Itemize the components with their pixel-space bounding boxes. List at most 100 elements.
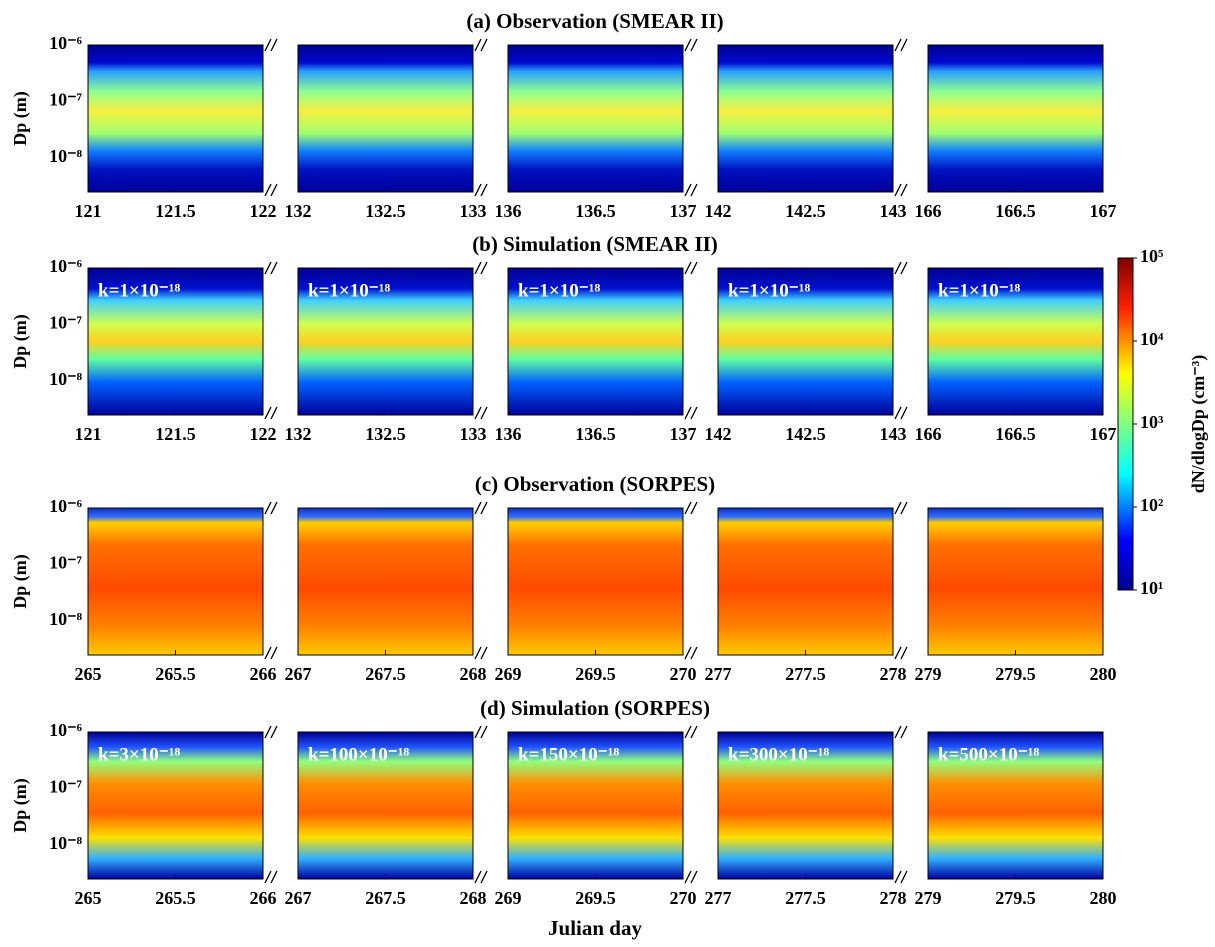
- x-tick-label: 277.5: [785, 888, 826, 908]
- x-tick-label: 167: [1090, 201, 1117, 221]
- x-tick-label: 269: [495, 664, 522, 684]
- x-tick-label: 279.5: [995, 888, 1036, 908]
- colorbar-tick-label: 10²: [1140, 495, 1163, 515]
- heatmap: [718, 268, 893, 415]
- x-tick-label: 268: [460, 664, 487, 684]
- axis-break: [900, 870, 908, 884]
- colorbar-tick-label: 10³: [1140, 412, 1164, 432]
- axis-break: [684, 725, 692, 739]
- x-tick-label: 132.5: [365, 201, 406, 221]
- panel-title: (d) Simulation (SORPES): [480, 696, 710, 720]
- heatmap: [928, 268, 1103, 415]
- k-annotation: k=1×10⁻¹⁸: [728, 280, 810, 301]
- x-tick-label: 132: [285, 424, 312, 444]
- colorbar-tick-label: 10⁵: [1140, 246, 1164, 266]
- axis-break: [480, 870, 488, 884]
- k-annotation: k=1×10⁻¹⁸: [938, 280, 1020, 301]
- axis-break: [474, 870, 482, 884]
- axis-break: [480, 646, 488, 660]
- axis-break: [270, 501, 278, 515]
- x-tick-label: 267.5: [365, 888, 406, 908]
- axis-break: [894, 406, 902, 420]
- x-tick-label: 166.5: [995, 424, 1036, 444]
- axis-break: [264, 183, 272, 197]
- axis-break: [684, 406, 692, 420]
- axis-break: [900, 725, 908, 739]
- x-tick-label: 280: [1090, 664, 1117, 684]
- k-annotation: k=100×10⁻¹⁸: [308, 744, 409, 765]
- y-axis-label: Dp (m): [10, 778, 31, 833]
- colorbar-tick-label: 10¹: [1140, 578, 1163, 598]
- x-tick-label: 143: [880, 424, 907, 444]
- x-tick-label: 133: [460, 424, 487, 444]
- y-tick-label: 10⁻⁷: [49, 553, 83, 573]
- x-tick-label: 142: [705, 201, 732, 221]
- panel-title: (a) Observation (SMEAR II): [466, 9, 723, 33]
- axis-break: [270, 870, 278, 884]
- axis-break: [900, 646, 908, 660]
- x-tick-label: 265: [75, 664, 102, 684]
- heatmap: [928, 45, 1103, 192]
- x-tick-label: 166.5: [995, 201, 1036, 221]
- axis-break: [480, 38, 488, 52]
- axis-break: [894, 870, 902, 884]
- axis-break: [690, 406, 698, 420]
- axis-break: [264, 261, 272, 275]
- axis-break: [690, 870, 698, 884]
- heatmap: [508, 508, 683, 655]
- x-tick-label: 137: [670, 201, 697, 221]
- axis-break: [270, 183, 278, 197]
- axis-break: [900, 406, 908, 420]
- axis-break: [900, 38, 908, 52]
- k-annotation: k=1×10⁻¹⁸: [98, 280, 180, 301]
- x-tick-label: 167: [1090, 424, 1117, 444]
- axis-break: [270, 38, 278, 52]
- x-tick-label: 267.5: [365, 664, 406, 684]
- axis-break: [474, 183, 482, 197]
- x-tick-label: 265.5: [155, 664, 196, 684]
- y-tick-label: 10⁻⁶: [49, 720, 83, 740]
- k-annotation: k=150×10⁻¹⁸: [518, 744, 619, 765]
- heatmap: [928, 508, 1103, 655]
- y-tick-label: 10⁻⁷: [49, 777, 83, 797]
- x-tick-label: 280: [1090, 888, 1117, 908]
- x-tick-label: 142: [705, 424, 732, 444]
- axis-break: [690, 725, 698, 739]
- y-tick-label: 10⁻⁸: [49, 146, 83, 166]
- x-tick-label: 278: [880, 664, 907, 684]
- x-tick-label: 122: [250, 201, 277, 221]
- heatmap: [508, 45, 683, 192]
- axis-break: [264, 406, 272, 420]
- axis-break: [480, 261, 488, 275]
- axis-break: [264, 38, 272, 52]
- y-axis-label: Dp (m): [10, 554, 31, 609]
- heatmap: [298, 45, 473, 192]
- x-tick-label: 266: [250, 664, 277, 684]
- axis-break: [900, 501, 908, 515]
- x-tick-label: 266: [250, 888, 277, 908]
- axis-break: [690, 183, 698, 197]
- colorbar: [1117, 257, 1134, 591]
- axis-break: [264, 501, 272, 515]
- x-tick-label: 166: [915, 424, 942, 444]
- x-tick-label: 279: [915, 664, 942, 684]
- x-tick-label: 132.5: [365, 424, 406, 444]
- x-tick-label: 132: [285, 201, 312, 221]
- panel-title: (b) Simulation (SMEAR II): [472, 232, 718, 256]
- x-tick-label: 121.5: [155, 424, 196, 444]
- y-tick-label: 10⁻⁸: [49, 609, 83, 629]
- heatmap: [718, 732, 893, 879]
- axis-break: [264, 870, 272, 884]
- k-annotation: k=3×10⁻¹⁸: [98, 744, 180, 765]
- axis-break: [480, 183, 488, 197]
- axis-break: [480, 725, 488, 739]
- axis-break: [894, 501, 902, 515]
- axis-break: [690, 646, 698, 660]
- k-annotation: k=500×10⁻¹⁸: [938, 744, 1039, 765]
- k-annotation: k=300×10⁻¹⁸: [728, 744, 829, 765]
- x-tick-label: 142.5: [785, 201, 826, 221]
- axis-break: [474, 501, 482, 515]
- axis-break: [894, 725, 902, 739]
- axis-break: [684, 870, 692, 884]
